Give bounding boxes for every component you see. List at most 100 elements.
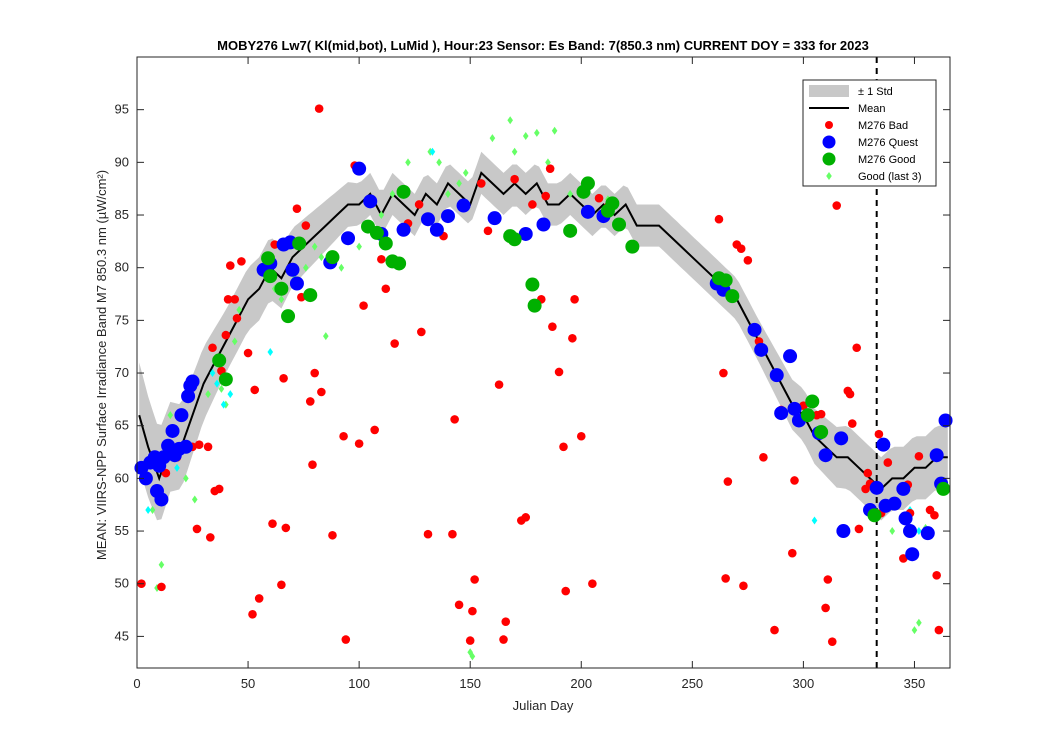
bad-point — [559, 442, 568, 452]
bad-point — [874, 429, 884, 439]
good-point — [867, 508, 882, 523]
bad-point — [214, 484, 224, 494]
bad-point — [470, 575, 479, 584]
good-point — [800, 408, 815, 423]
bad-point — [521, 513, 531, 522]
good-point — [263, 269, 278, 284]
bad-point — [254, 594, 264, 603]
quest-point — [289, 276, 304, 291]
good-point — [281, 309, 296, 324]
bad-point — [930, 510, 939, 520]
axes-frame — [136, 56, 951, 669]
axes: 0 50 100 150 200 250 300 350 45 50 55 60 65 70 75 80 85 9… — [115, 56, 951, 691]
legend-label: Good (last 3) — [858, 171, 922, 183]
good-last3-point — [311, 242, 318, 251]
bad-point — [194, 440, 204, 449]
bad-point — [863, 468, 873, 478]
y-tick-label: 95 — [115, 102, 129, 117]
good-last3-point — [467, 648, 473, 657]
y-tick-label: 70 — [115, 365, 129, 380]
bad-point — [845, 389, 855, 399]
quest-point — [420, 212, 435, 227]
good-last3-point — [462, 168, 469, 177]
x-tick-label: 250 — [681, 676, 703, 691]
bad-point — [305, 397, 315, 406]
good-last3-point — [183, 474, 189, 483]
good-last3-point — [338, 263, 345, 272]
good-point — [369, 225, 384, 240]
legend-swatch — [822, 135, 836, 149]
quest-point — [747, 322, 762, 337]
bad-point — [390, 339, 399, 348]
quest-point — [440, 209, 455, 224]
good-point — [563, 223, 578, 238]
bad-point — [417, 327, 426, 337]
bad-point — [899, 554, 908, 563]
bad-point — [719, 368, 728, 378]
good-last3-point — [205, 390, 211, 399]
y-tick-label: 80 — [115, 260, 129, 275]
good-point — [507, 232, 522, 247]
bad-point — [354, 439, 364, 448]
bad-point — [588, 579, 597, 589]
bad-point — [223, 294, 233, 304]
bad-point — [821, 603, 830, 613]
bad-point — [381, 284, 391, 294]
good-last3-point — [209, 369, 216, 378]
chart-title: MOBY276 Lw7( Kl(mid,bot), LuMid ), Hour:… — [217, 38, 869, 53]
good-last3-point — [889, 527, 896, 536]
good-point — [396, 184, 411, 199]
good-point — [325, 250, 340, 265]
bad-point — [914, 451, 924, 461]
quest-point — [174, 408, 189, 423]
y-tick-label: 50 — [115, 576, 129, 591]
quest-point — [341, 231, 356, 246]
x-tick-label: 150 — [459, 676, 481, 691]
bad-point — [292, 204, 302, 213]
bad-point — [317, 387, 326, 397]
good-point — [725, 289, 740, 304]
bad-point — [790, 476, 799, 485]
legend-label: M276 Quest — [858, 137, 918, 149]
quest-point — [869, 480, 884, 495]
quest-point — [396, 222, 411, 237]
bad-point — [932, 570, 941, 580]
bad-point — [310, 368, 320, 378]
bad-point — [714, 214, 724, 224]
bad-point — [279, 374, 288, 383]
bad-point — [499, 635, 508, 644]
quest-point — [518, 226, 533, 241]
legend-swatch — [826, 172, 832, 180]
bad-point — [721, 574, 730, 583]
legend-label: ± 1 Std — [858, 86, 893, 98]
bad-point — [339, 431, 348, 441]
bad-point — [739, 581, 748, 591]
good-last3-point — [278, 295, 285, 304]
bad-point — [852, 343, 862, 353]
y-axis-label: MEAN: VIIRS-NPP Surface Irradiance Band … — [94, 170, 109, 560]
bad-point — [816, 409, 826, 419]
good-point — [580, 176, 595, 191]
good-last3-point — [236, 305, 242, 314]
bad-point — [206, 533, 215, 542]
bad-point — [743, 256, 753, 265]
legend-label: Mean — [858, 103, 886, 115]
bad-point — [281, 523, 291, 533]
good-point — [212, 353, 227, 368]
quest-point — [938, 413, 953, 428]
good-last3-point — [149, 505, 156, 514]
x-tick-label: 100 — [348, 676, 370, 691]
good-last3-point — [507, 116, 513, 125]
good-point — [525, 277, 540, 292]
legend-label: M276 Bad — [858, 120, 908, 132]
bad-point — [454, 600, 464, 610]
bad-point — [510, 174, 519, 184]
good-point — [274, 281, 289, 296]
good-last3-point — [534, 128, 540, 137]
good-last3-point — [545, 158, 551, 167]
y-tick-label: 90 — [115, 154, 129, 169]
good-last3-point — [167, 411, 174, 420]
bad-point — [377, 254, 386, 264]
bad-point — [561, 586, 571, 596]
bad-point — [268, 519, 277, 528]
